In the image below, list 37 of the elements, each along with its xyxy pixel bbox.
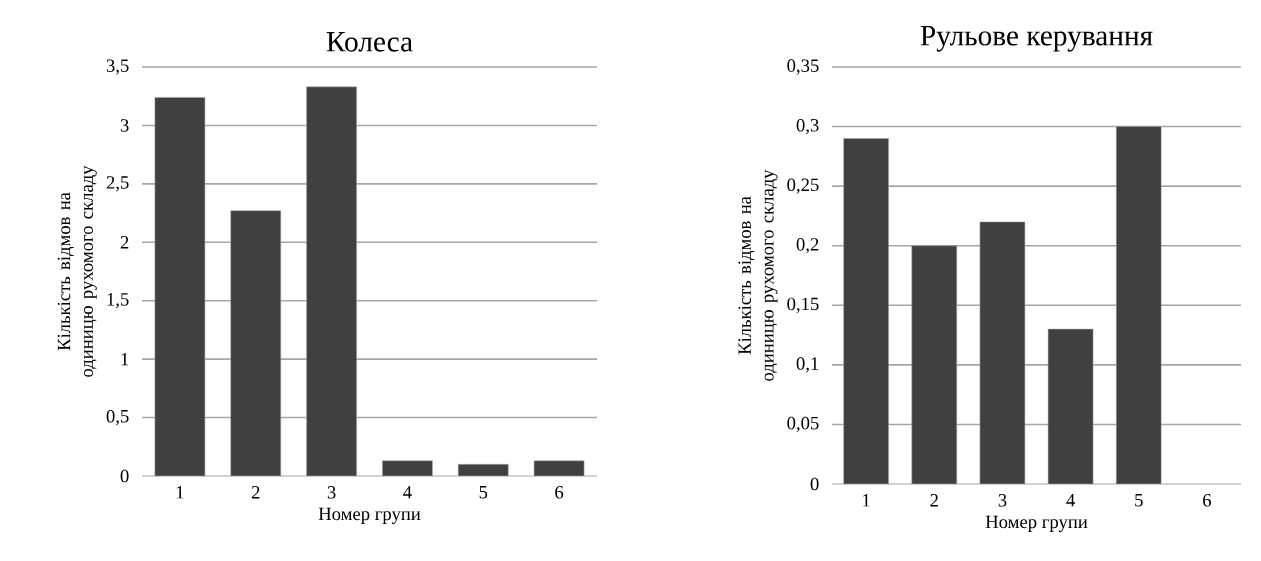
bar xyxy=(533,460,585,476)
y-tick-label: 0,15 xyxy=(787,297,819,313)
x-tick-label: 6 xyxy=(555,486,564,499)
y-axis-title: Кількість відмов на одиницю рухомого складу xyxy=(738,169,778,381)
y-tick-label: 0,5 xyxy=(106,409,129,426)
x-tick-label: 1 xyxy=(176,486,184,499)
x-tick-label: 1 xyxy=(863,494,870,507)
x-tick-label: 2 xyxy=(930,494,938,507)
y-tick-label: 0 xyxy=(810,477,819,491)
y-tick-label: 0,3 xyxy=(796,118,819,135)
y-tick-label: 0,35 xyxy=(787,59,819,75)
y-tick-label: 0,05 xyxy=(787,416,819,433)
x-tick-label: 4 xyxy=(1066,494,1075,507)
x-tick-label: 2 xyxy=(251,486,260,499)
y-tick-label: 2 xyxy=(120,236,129,249)
chart-title: Рульове керування xyxy=(920,26,1153,52)
chart-title: Колеса xyxy=(326,32,413,52)
y-tick-label: 0 xyxy=(120,469,129,483)
x-axis-title: Номер групи xyxy=(318,507,421,524)
bar xyxy=(382,460,433,476)
y-tick-label: 0,2 xyxy=(796,238,819,254)
x-tick-label: 6 xyxy=(1203,494,1212,507)
y-tick-label: 3 xyxy=(120,119,129,132)
y-tick-label: 1,5 xyxy=(107,293,129,309)
x-tick-label: 4 xyxy=(403,486,412,499)
x-tick-label: 3 xyxy=(327,486,336,499)
y-tick-label: 2,5 xyxy=(106,176,129,192)
y-axis-title: Кількість відмов на одиницю рухомого складу xyxy=(57,165,97,377)
y-tick-label: 3,5 xyxy=(106,59,129,75)
y-tick-label: 0,1 xyxy=(796,357,819,373)
bar xyxy=(457,464,509,476)
y-tick-label: 1 xyxy=(121,352,129,366)
x-axis-title: Номер групи xyxy=(985,515,1088,532)
x-tick-label: 3 xyxy=(998,494,1007,507)
y-tick-label: 0,25 xyxy=(787,178,819,194)
x-tick-label: 5 xyxy=(1135,494,1143,507)
x-tick-label: 5 xyxy=(479,486,488,499)
